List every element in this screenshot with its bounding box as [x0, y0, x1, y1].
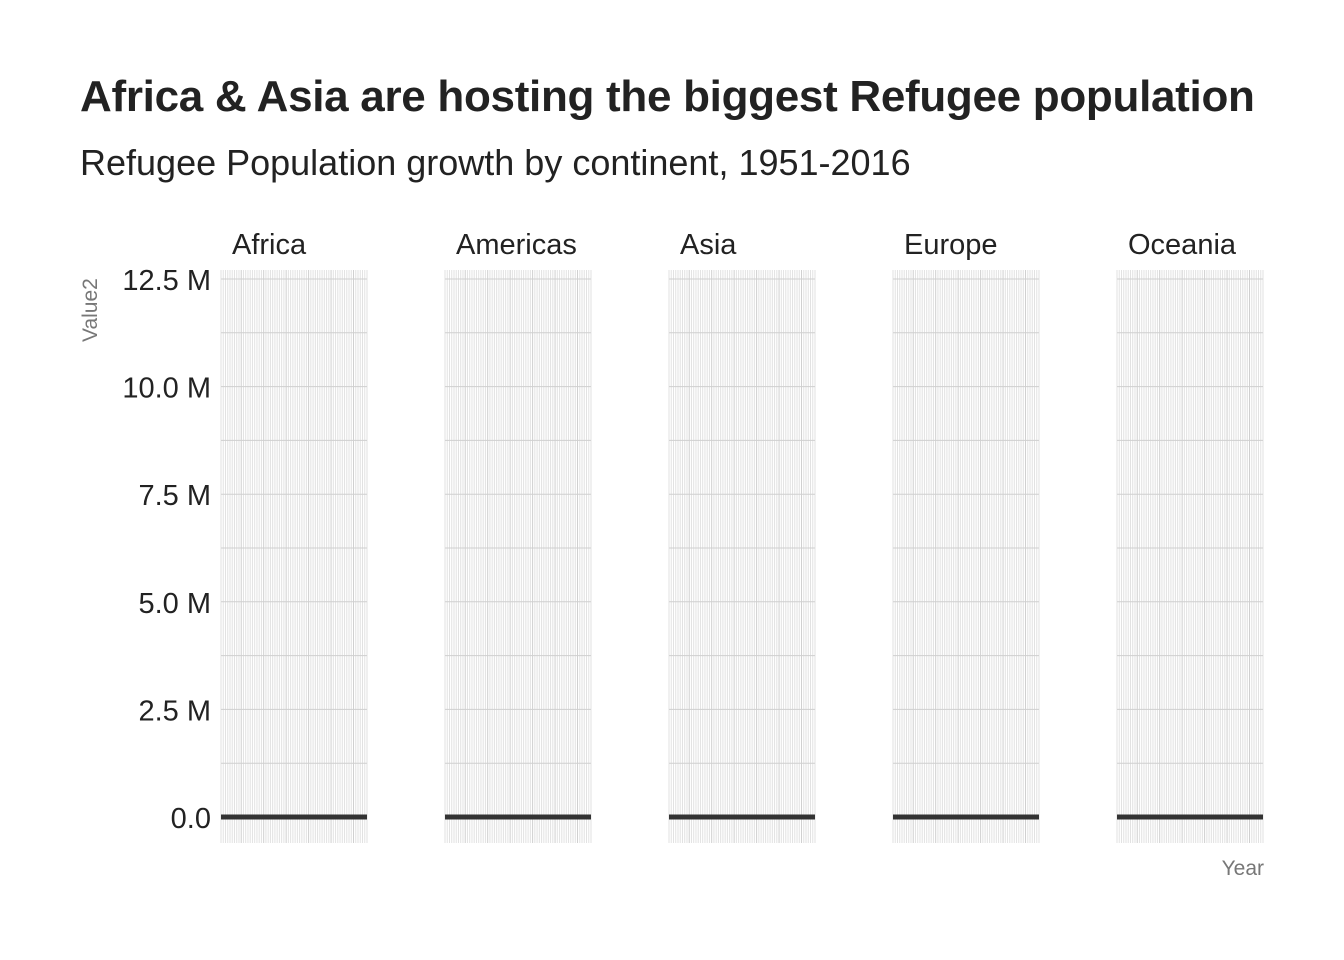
- facet-label-oceania: Oceania: [1128, 229, 1237, 261]
- y-tick-label: 0.0: [171, 803, 211, 835]
- facet-panel-asia: Asia: [668, 229, 816, 843]
- facet-label-africa: Africa: [232, 229, 307, 261]
- facet-panel-europe: Europe: [892, 229, 1040, 843]
- chart-title: Africa & Asia are hosting the biggest Re…: [80, 72, 1255, 121]
- y-tick-label: 5.0 M: [138, 588, 211, 620]
- facet-panels: Africa Americas Asia Europe Oceania: [220, 229, 1264, 843]
- facet-panel-americas: Americas: [444, 229, 592, 843]
- y-tick-label: 12.5 M: [122, 265, 211, 297]
- y-tick-label: 2.5 M: [138, 695, 211, 727]
- x-axis-title: Year: [1222, 857, 1264, 880]
- facet-label-asia: Asia: [680, 229, 737, 261]
- y-axis: 0.0 2.5 M 5.0 M 7.5 M 10.0 M 12.5 M: [122, 265, 211, 835]
- y-tick-label: 7.5 M: [138, 480, 211, 512]
- facet-label-europe: Europe: [904, 229, 998, 261]
- facet-panel-africa: Africa: [220, 229, 368, 843]
- chart-subtitle: Refugee Population growth by continent, …: [80, 142, 911, 183]
- facet-panel-oceania: Oceania: [1116, 229, 1264, 843]
- y-tick-label: 10.0 M: [122, 373, 211, 405]
- y-axis-title: Value2: [79, 278, 102, 342]
- facet-label-americas: Americas: [456, 229, 577, 261]
